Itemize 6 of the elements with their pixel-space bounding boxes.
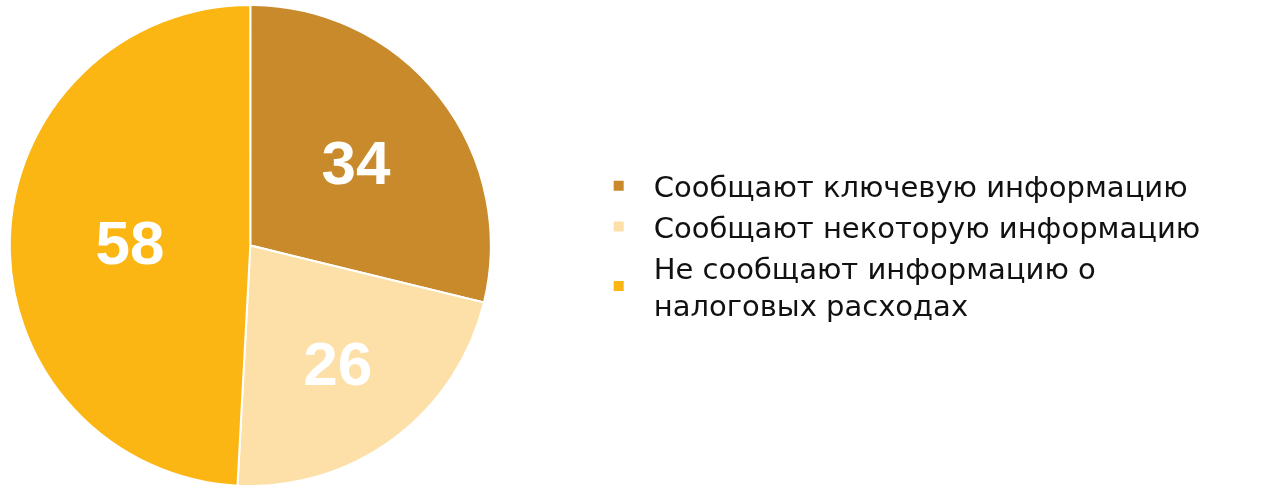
data-label: 26 <box>303 328 373 398</box>
data-label: 58 <box>95 207 165 277</box>
legend-label: Сообщают ключевую информацию <box>653 170 1188 205</box>
legend-label: Не сообщают информацию о налоговых расходах <box>653 251 1096 324</box>
legend-label: Сообщают некоторую информацию <box>653 210 1201 245</box>
data-label: 34 <box>321 127 391 197</box>
